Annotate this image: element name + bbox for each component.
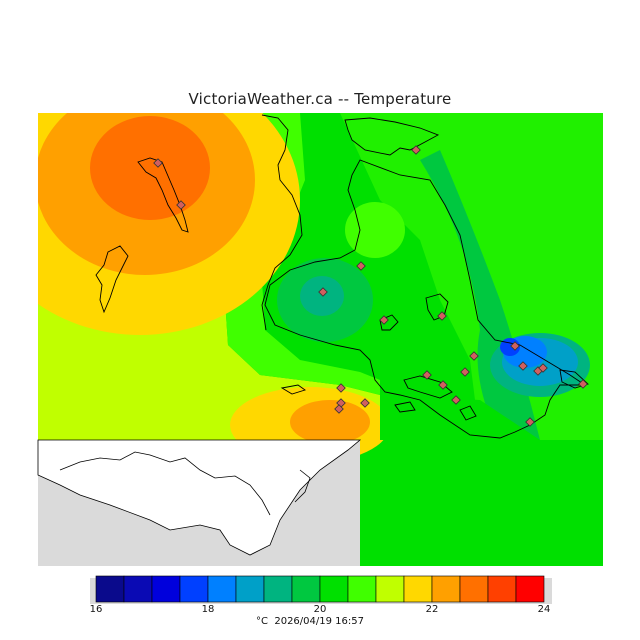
station-marker: [437, 311, 447, 321]
legend-tick-16: 16: [89, 604, 103, 615]
station-marker: [578, 379, 588, 389]
footer-caption: °C 2026/04/19 16:57: [256, 616, 364, 627]
legend-tick-18: 18: [201, 604, 215, 615]
legend-swatch: [347, 575, 377, 603]
legend-tick-24: 24: [537, 604, 551, 615]
station-marker: [538, 363, 548, 373]
station-marker: [318, 287, 328, 297]
station-marker: [460, 367, 470, 377]
legend-swatch: [403, 575, 433, 603]
map-title: VictoriaWeather.ca -- Temperature: [188, 90, 452, 108]
station-marker: [411, 145, 421, 155]
legend-tick-22: 22: [425, 604, 439, 615]
legend-swatch: [375, 575, 405, 603]
legend-tick-20: 20: [313, 604, 327, 615]
legend-swatch: [151, 575, 181, 603]
station-marker: [356, 261, 366, 271]
station-marker: [360, 398, 370, 408]
station-marker: [336, 383, 346, 393]
south-coastline: [59, 451, 311, 516]
legend-swatch: [123, 575, 153, 603]
unit-label: °C: [256, 616, 268, 627]
station-marker: [334, 404, 344, 414]
legend-swatch: [263, 575, 293, 603]
station-marker: [451, 395, 461, 405]
station-marker: [518, 361, 528, 371]
station-marker: [153, 158, 163, 168]
station-marker: [438, 380, 448, 390]
legend-swatch: [235, 575, 265, 603]
legend-swatch: [291, 575, 321, 603]
legend-swatch: [431, 575, 461, 603]
station-marker: [379, 315, 389, 325]
land-mask: [37, 439, 362, 556]
legend-swatch: [179, 575, 209, 603]
station-marker: [176, 200, 186, 210]
station-marker: [469, 351, 479, 361]
legend-swatch: [319, 575, 349, 603]
legend-swatch: [487, 575, 517, 603]
legend-swatch: [459, 575, 489, 603]
legend-swatch: [95, 575, 125, 603]
legend-swatch: [515, 575, 545, 603]
station-markers: [153, 145, 588, 427]
station-marker: [422, 370, 432, 380]
legend-swatch: [207, 575, 237, 603]
timestamp: 2026/04/19 16:57: [274, 616, 364, 627]
station-marker: [510, 341, 520, 351]
station-marker: [525, 417, 535, 427]
